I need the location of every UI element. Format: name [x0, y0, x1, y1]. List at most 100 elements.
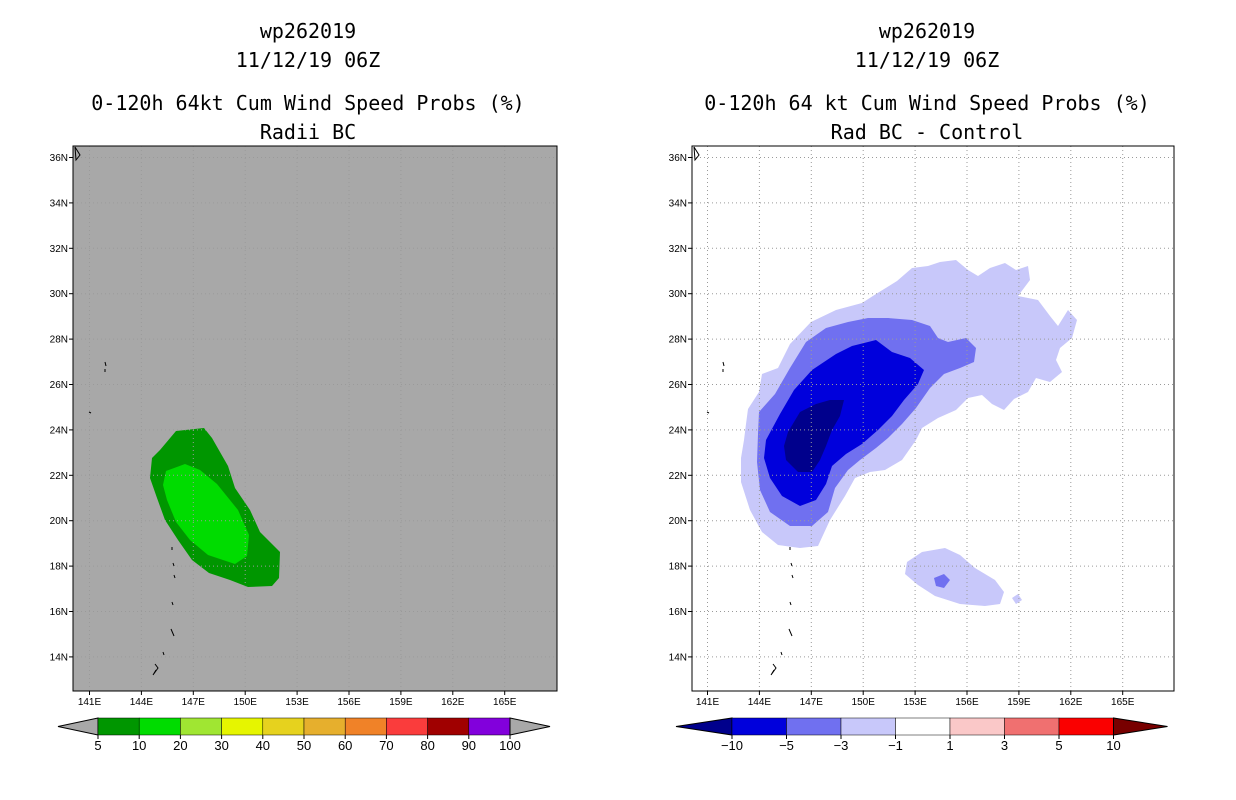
left-title-subtitle: Radii BC — [260, 120, 356, 144]
right-colorbar-label: 3 — [1001, 738, 1008, 753]
right-colorbar-swatch — [1058, 717, 1114, 736]
right-axis-ticks: 141E 144E 147E 150E 153E 156E 159E 162E 165E 36N 3… — [669, 153, 1135, 708]
left-colorbar-high-triangle — [509, 717, 551, 736]
right-lon-label: 162E — [1059, 697, 1083, 708]
left-axis-ticks: 141E 144E 147E 150E 153E 156E 159E 162E 165E 36N 3… — [50, 153, 517, 708]
right-colorbar-swatch — [949, 717, 1005, 736]
left-colorbar-label: 40 — [256, 738, 270, 753]
right-gridlines — [692, 146, 1174, 691]
right-colorbar-low-triangle — [675, 717, 733, 736]
left-colorbar-swatch — [97, 717, 140, 736]
left-lat-label: 14N — [50, 652, 68, 663]
right-contour-minus10 — [784, 400, 844, 472]
right-colorbar-label: −3 — [834, 738, 849, 753]
left-colorbar-label: 80 — [420, 738, 434, 753]
right-colorbar-swatch — [786, 717, 842, 736]
left-lon-label: 144E — [130, 697, 154, 708]
left-lat-label: 28N — [50, 335, 68, 346]
left-contour-10pct — [163, 464, 249, 564]
right-lat-label: 22N — [669, 471, 687, 482]
left-title-date: 11/12/19 06Z — [236, 48, 381, 72]
left-lat-label: 16N — [50, 607, 68, 618]
left-colorbar-low-triangle — [57, 717, 99, 736]
right-lon-label: 165E — [1111, 697, 1135, 708]
left-colorbar-swatch — [468, 717, 511, 736]
left-lat-label: 34N — [50, 198, 68, 209]
left-colorbar-swatch — [180, 717, 222, 736]
right-contour-minus1-south — [905, 548, 1004, 606]
left-lon-label: 156E — [337, 697, 361, 708]
right-lat-label: 24N — [669, 425, 687, 436]
right-colorbar-label: 10 — [1106, 738, 1120, 753]
left-lon-label: 162E — [441, 697, 465, 708]
right-lon-label: 159E — [1007, 697, 1031, 708]
left-lat-label: 24N — [50, 425, 68, 436]
right-map: 141E 144E 147E 150E 153E 156E 159E 162E 165E 36N 3… — [669, 145, 1175, 708]
left-colorbar-swatch — [344, 717, 387, 736]
right-lat-label: 28N — [669, 335, 687, 346]
left-colorbar-label: 70 — [379, 738, 393, 753]
left-lat-label: 26N — [50, 380, 68, 391]
left-lat-label: 30N — [50, 289, 68, 300]
left-colorbar-swatch — [221, 717, 264, 736]
right-colorbar: −10 −5 −3 −1 1 3 5 10 — [675, 717, 1168, 753]
left-map-background — [73, 146, 557, 691]
left-lon-label: 150E — [234, 697, 258, 708]
right-contour-minus1-speck — [1012, 594, 1022, 604]
left-lat-label: 32N — [50, 244, 68, 255]
right-lat-label: 20N — [669, 516, 687, 527]
right-lat-label: 30N — [669, 289, 687, 300]
left-colorbar-swatch — [427, 717, 470, 736]
right-coastlines — [693, 146, 794, 676]
right-colorbar-high-triangle — [1113, 717, 1168, 736]
left-colorbar-label: 10 — [132, 738, 146, 753]
right-title-subtitle: Rad BC - Control — [831, 120, 1024, 144]
left-title-storm: wp262019 — [260, 19, 356, 43]
right-lon-label: 144E — [748, 697, 772, 708]
right-lat-label: 36N — [669, 153, 687, 164]
right-lon-label: 141E — [696, 697, 720, 708]
left-lat-label: 18N — [50, 562, 68, 573]
right-colorbar-label: 5 — [1055, 738, 1062, 753]
left-lon-label: 159E — [389, 697, 413, 708]
right-lat-label: 32N — [669, 244, 687, 255]
right-colorbar-swatch — [731, 717, 787, 736]
right-lat-label: 18N — [669, 562, 687, 573]
right-lat-label: 16N — [669, 607, 687, 618]
left-lon-label: 147E — [182, 697, 206, 708]
left-colorbar-label: 30 — [214, 738, 228, 753]
right-contour-minus3-south — [934, 574, 950, 588]
right-lon-label: 156E — [955, 697, 979, 708]
left-colorbar-swatch — [262, 717, 305, 736]
right-lon-label: 150E — [852, 697, 876, 708]
right-lon-label: 147E — [800, 697, 824, 708]
right-title-date: 11/12/19 06Z — [855, 48, 1000, 72]
right-lat-label: 26N — [669, 380, 687, 391]
left-lon-label: 141E — [78, 697, 102, 708]
left-colorbar: 5 10 20 30 40 50 60 70 80 90 100 — [57, 717, 551, 753]
left-lat-label: 36N — [50, 153, 68, 164]
left-colorbar-swatch — [138, 717, 181, 736]
right-colorbar-swatch — [895, 717, 951, 736]
right-colorbar-swatch — [1004, 717, 1060, 736]
left-map-frame — [72, 145, 558, 692]
left-coastlines — [74, 146, 176, 676]
right-lat-label: 14N — [669, 652, 687, 663]
right-colorbar-label: −10 — [721, 738, 743, 753]
left-colorbar-label: 20 — [173, 738, 187, 753]
left-map: 141E 144E 147E 150E 153E 156E 159E 162E 165E 36N 3… — [50, 145, 558, 708]
left-colorbar-label: 100 — [499, 738, 521, 753]
left-lon-label: 165E — [493, 697, 517, 708]
left-lon-label: 153E — [285, 697, 309, 708]
left-colorbar-label: 5 — [94, 738, 101, 753]
left-colorbar-label: 60 — [338, 738, 352, 753]
right-map-frame — [691, 145, 1175, 692]
right-lat-label: 34N — [669, 198, 687, 209]
left-gridlines — [73, 146, 557, 691]
left-lat-label: 22N — [50, 471, 68, 482]
left-lat-label: 20N — [50, 516, 68, 527]
right-colorbar-label: −5 — [779, 738, 794, 753]
left-colorbar-label: 50 — [297, 738, 311, 753]
right-title-storm: wp262019 — [879, 19, 975, 43]
